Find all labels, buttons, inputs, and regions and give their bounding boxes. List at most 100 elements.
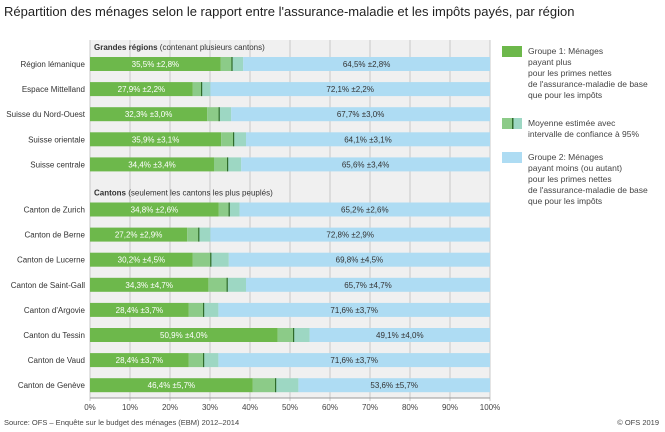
- source-note: Source: OFS – Enquête sur le budget des …: [4, 418, 240, 427]
- bar-group1: [90, 132, 222, 147]
- data-label-group1: 34,3% ±4,7%: [125, 281, 173, 290]
- bar-group2: [243, 57, 490, 71]
- ci-lower: [207, 107, 220, 122]
- bar-group1: [90, 353, 189, 368]
- data-label-group1: 28,4% ±3,7%: [116, 306, 164, 315]
- bar-group2: [246, 132, 490, 147]
- bar-group2: [239, 202, 490, 217]
- data-label-group2: 65,7% ±4,7%: [344, 281, 392, 290]
- ci-lower: [221, 132, 234, 147]
- ci-upper: [201, 82, 211, 97]
- row-label: Canton de Zurich: [24, 206, 85, 215]
- bar-group2: [231, 107, 490, 122]
- ci-upper: [210, 252, 229, 267]
- data-label-group2: 65,6% ±3,4%: [342, 160, 390, 169]
- x-tick-label: 70%: [362, 403, 378, 412]
- ci-upper: [219, 107, 232, 122]
- copyright: © OFS 2019: [617, 418, 659, 427]
- ci-lower: [220, 57, 232, 71]
- legend-label-group1: Groupe 1: Ménages payant plus pour les p…: [528, 46, 648, 100]
- data-label-group1: 30,2% ±4,5%: [118, 256, 166, 265]
- data-label-group2: 64,1% ±3,1%: [344, 135, 392, 144]
- bar-group1: [90, 107, 208, 122]
- x-tick-label: 10%: [122, 403, 138, 412]
- group-header: Grandes régions (contenant plusieurs can…: [94, 43, 265, 52]
- data-label-group2: 67,7% ±3,0%: [337, 110, 385, 119]
- bar-group1: [90, 82, 193, 97]
- data-label-group2: 49,1% ±4,0%: [376, 331, 424, 340]
- x-tick-label: 30%: [202, 403, 218, 412]
- ci-lower: [188, 302, 204, 317]
- data-label-group1: 46,4% ±5,7%: [148, 381, 196, 390]
- bar-group2: [309, 328, 490, 342]
- row-label: Suisse du Nord-Ouest: [6, 110, 85, 119]
- row-label: Canton de Berne: [25, 231, 86, 240]
- x-tick-label: 100%: [480, 403, 500, 412]
- row-label: Suisse centrale: [30, 160, 85, 169]
- data-label-group2: 72,8% ±2,9%: [326, 231, 374, 240]
- legend-label-ci: Moyenne estimée avec intervalle de confi…: [528, 118, 640, 139]
- bar-group1: [90, 277, 209, 292]
- data-label-group2: 71,6% ±3,7%: [330, 356, 378, 365]
- x-tick-label: 20%: [162, 403, 178, 412]
- bar-group2: [218, 353, 490, 368]
- legend-swatch-group1: [502, 46, 522, 57]
- row-label: Canton d'Argovie: [24, 306, 86, 315]
- ci-upper: [229, 202, 240, 217]
- bar-group1: [90, 252, 193, 267]
- data-label-group1: 28,4% ±3,7%: [116, 356, 164, 365]
- ci-lower: [187, 227, 199, 242]
- bar-group1: [90, 227, 188, 242]
- data-label-group1: 35,9% ±3,1%: [132, 135, 180, 144]
- ci-lower: [218, 202, 230, 217]
- legend-swatch-group2: [502, 152, 522, 163]
- bar-group1: [90, 157, 214, 172]
- bar-group1: [90, 202, 219, 217]
- ci-lower: [192, 82, 202, 97]
- bar-group2: [210, 82, 490, 97]
- chart-title: Répartition des ménages selon le rapport…: [4, 4, 575, 19]
- row-label: Canton de Genève: [18, 381, 86, 390]
- ci-upper: [232, 57, 244, 71]
- x-tick-label: 60%: [322, 403, 338, 412]
- data-label-group2: 53,6% ±5,7%: [370, 381, 418, 390]
- bar-group2: [228, 252, 491, 267]
- ci-upper: [198, 227, 211, 242]
- ci-upper: [203, 302, 219, 317]
- ci-upper: [227, 277, 246, 292]
- data-label-group1: 34,4% ±3,4%: [128, 160, 176, 169]
- data-label-group1: 50,9% ±4,0%: [160, 331, 208, 340]
- row-label: Suisse orientale: [28, 135, 85, 144]
- row-label: Canton de Saint-Gall: [11, 281, 85, 290]
- row-label: Région lémanique: [21, 60, 86, 69]
- row-label: Canton du Tessin: [23, 331, 85, 340]
- x-tick-label: 80%: [402, 403, 418, 412]
- ci-lower: [214, 157, 228, 172]
- row-label: Canton de Vaud: [28, 356, 85, 365]
- data-label-group2: 72,1% ±2,2%: [326, 85, 374, 94]
- ci-upper: [203, 353, 219, 368]
- data-label-group2: 64,5% ±2,8%: [343, 60, 391, 69]
- bar-group1: [90, 302, 189, 317]
- x-tick-label: 50%: [282, 403, 298, 412]
- ci-lower: [188, 353, 204, 368]
- ci-upper: [293, 328, 310, 342]
- ci-upper: [233, 132, 246, 147]
- ci-lower: [192, 252, 211, 267]
- bar-group2: [241, 157, 490, 172]
- row-label: Canton de Lucerne: [17, 256, 86, 265]
- data-label-group2: 71,6% ±3,7%: [330, 306, 378, 315]
- data-label-group1: 34,8% ±2,6%: [131, 206, 179, 215]
- x-tick-label: 90%: [442, 403, 458, 412]
- x-tick-label: 0%: [84, 403, 96, 412]
- bar-group2: [246, 277, 490, 292]
- data-label-group1: 35,5% ±2,8%: [132, 60, 180, 69]
- bar-group2: [218, 302, 490, 317]
- bar-group1: [90, 57, 221, 71]
- data-label-group2: 65,2% ±2,6%: [341, 206, 389, 215]
- legend-swatch-ci: [502, 118, 522, 129]
- ci-upper: [275, 378, 299, 393]
- bar-group1: [90, 378, 253, 393]
